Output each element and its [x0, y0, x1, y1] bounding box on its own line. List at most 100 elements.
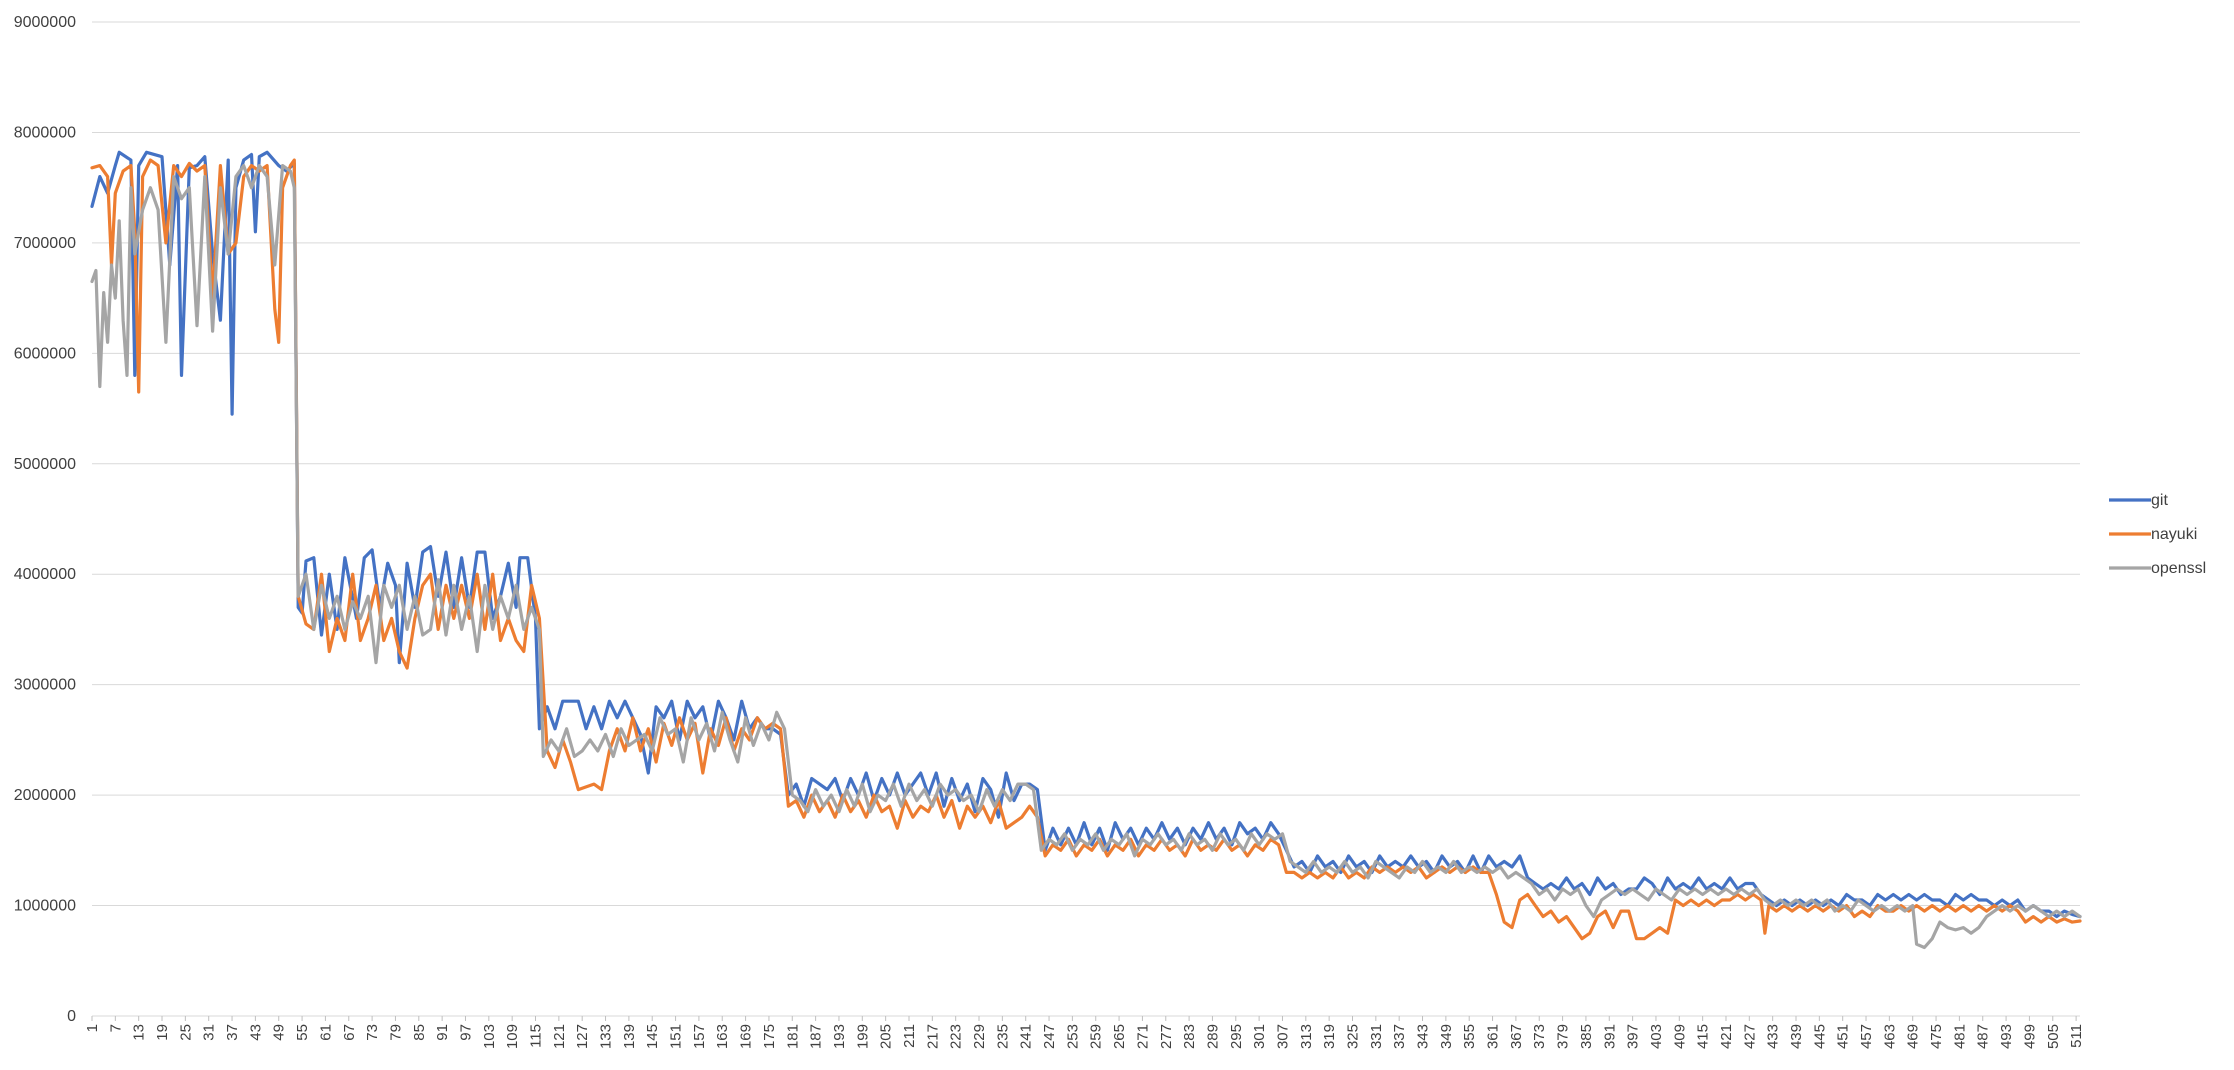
x-tick-label: 493 — [1998, 1024, 2015, 1049]
x-tick-label: 79 — [387, 1024, 404, 1041]
x-tick-label: 139 — [621, 1024, 638, 1049]
x-tick-label: 67 — [341, 1024, 358, 1041]
x-tick-label: 61 — [317, 1024, 334, 1041]
x-tick-label: 295 — [1228, 1024, 1245, 1049]
x-tick-label: 325 — [1344, 1024, 1361, 1049]
series-line-nayuki — [90, 158, 2082, 941]
x-tick-label: 343 — [1415, 1024, 1432, 1049]
x-tick-label: 277 — [1158, 1024, 1175, 1049]
x-tick-label: 283 — [1181, 1024, 1198, 1049]
x-tick-label: 169 — [738, 1024, 755, 1049]
x-tick-label: 223 — [948, 1024, 965, 1049]
x-tick-label: 43 — [247, 1024, 264, 1041]
x-tick-label: 487 — [1975, 1024, 1992, 1049]
y-tick-label: 5000000 — [14, 456, 76, 473]
x-tick-label: 337 — [1391, 1024, 1408, 1049]
x-tick-label: 397 — [1625, 1024, 1642, 1049]
x-tick-label: 157 — [691, 1024, 708, 1049]
x-tick-label: 133 — [598, 1024, 615, 1049]
x-tick-label: 499 — [2021, 1024, 2038, 1049]
x-tick-label: 163 — [714, 1024, 731, 1049]
x-tick-label: 301 — [1251, 1024, 1268, 1049]
x-tick-label: 361 — [1485, 1024, 1502, 1049]
x-tick-label: 349 — [1438, 1024, 1455, 1049]
plot-series — [90, 150, 2082, 950]
x-tick-label: 127 — [574, 1024, 591, 1049]
x-tick-label: 181 — [784, 1024, 801, 1049]
x-tick-label: 31 — [201, 1024, 218, 1041]
x-tick-label: 259 — [1088, 1024, 1105, 1049]
y-tick-label: 1000000 — [14, 898, 76, 915]
legend-label-nayuki: nayuki — [2151, 526, 2197, 543]
x-tick-label: 145 — [644, 1024, 661, 1049]
x-axis-ticks: 1 7 13 19 25 31 37 43 49 55 61 67 73 79 85 91 97 103 109 11… — [84, 1016, 2085, 1049]
x-tick-label: 229 — [971, 1024, 988, 1049]
x-tick-label: 13 — [131, 1024, 148, 1041]
x-tick-label: 319 — [1321, 1024, 1338, 1049]
x-tick-label: 367 — [1508, 1024, 1525, 1049]
x-tick-label: 415 — [1695, 1024, 1712, 1049]
x-tick-label: 463 — [1881, 1024, 1898, 1049]
x-tick-label: 103 — [481, 1024, 498, 1049]
x-tick-label: 391 — [1601, 1024, 1618, 1049]
x-tick-label: 241 — [1018, 1024, 1035, 1049]
x-tick-label: 109 — [504, 1024, 521, 1049]
y-tick-label: 7000000 — [14, 235, 76, 252]
y-tick-label: 9000000 — [14, 14, 76, 31]
x-tick-label: 1 — [84, 1024, 101, 1032]
x-tick-label: 217 — [924, 1024, 941, 1049]
series-line-openssl — [90, 164, 2082, 950]
x-tick-label: 25 — [177, 1024, 194, 1041]
y-tick-label: 8000000 — [14, 124, 76, 141]
x-tick-label: 271 — [1134, 1024, 1151, 1049]
y-tick-label: 0 — [67, 1008, 76, 1025]
x-tick-label: 211 — [901, 1024, 918, 1048]
x-tick-label: 37 — [224, 1024, 241, 1041]
x-tick-label: 187 — [808, 1024, 825, 1049]
x-tick-label: 7 — [107, 1024, 124, 1032]
x-tick-label: 511 — [2068, 1024, 2085, 1048]
y-tick-label: 3000000 — [14, 677, 76, 694]
x-tick-label: 331 — [1368, 1024, 1385, 1049]
x-tick-label: 403 — [1648, 1024, 1665, 1049]
x-tick-label: 265 — [1111, 1024, 1128, 1049]
x-tick-label: 55 — [294, 1024, 311, 1041]
x-tick-label: 49 — [271, 1024, 288, 1041]
x-tick-label: 19 — [154, 1024, 171, 1041]
x-tick-label: 505 — [2045, 1024, 2062, 1049]
x-tick-label: 457 — [1858, 1024, 1875, 1049]
x-tick-label: 91 — [434, 1024, 451, 1041]
x-tick-label: 433 — [1765, 1024, 1782, 1049]
legend-label-git: git — [2151, 492, 2168, 509]
legend: git nayuki openssl — [2109, 492, 2206, 577]
x-tick-label: 193 — [831, 1024, 848, 1049]
x-tick-label: 247 — [1041, 1024, 1058, 1049]
x-tick-label: 385 — [1578, 1024, 1595, 1049]
x-tick-label: 421 — [1718, 1024, 1735, 1049]
x-tick-label: 409 — [1671, 1024, 1688, 1049]
x-tick-label: 199 — [854, 1024, 871, 1049]
x-tick-label: 427 — [1741, 1024, 1758, 1049]
x-tick-label: 253 — [1064, 1024, 1081, 1049]
x-tick-label: 73 — [364, 1024, 381, 1041]
x-tick-label: 289 — [1204, 1024, 1221, 1049]
x-tick-label: 85 — [411, 1024, 428, 1041]
x-tick-label: 481 — [1951, 1024, 1968, 1049]
x-tick-label: 355 — [1461, 1024, 1478, 1049]
y-axis-ticks: 0 1000000 2000000 3000000 4000000 5000000 6000… — [14, 14, 76, 1025]
legend-label-openssl: openssl — [2151, 560, 2206, 577]
x-tick-label: 121 — [551, 1024, 568, 1049]
x-tick-label: 439 — [1788, 1024, 1805, 1049]
x-tick-label: 97 — [457, 1024, 474, 1041]
y-tick-label: 4000000 — [14, 566, 76, 583]
gridlines — [92, 21, 2080, 1017]
x-tick-label: 115 — [528, 1024, 545, 1048]
x-tick-label: 373 — [1531, 1024, 1548, 1049]
x-tick-label: 175 — [761, 1024, 778, 1049]
x-tick-label: 379 — [1555, 1024, 1572, 1049]
x-tick-label: 307 — [1274, 1024, 1291, 1049]
x-tick-label: 151 — [668, 1024, 685, 1049]
x-tick-label: 469 — [1905, 1024, 1922, 1049]
